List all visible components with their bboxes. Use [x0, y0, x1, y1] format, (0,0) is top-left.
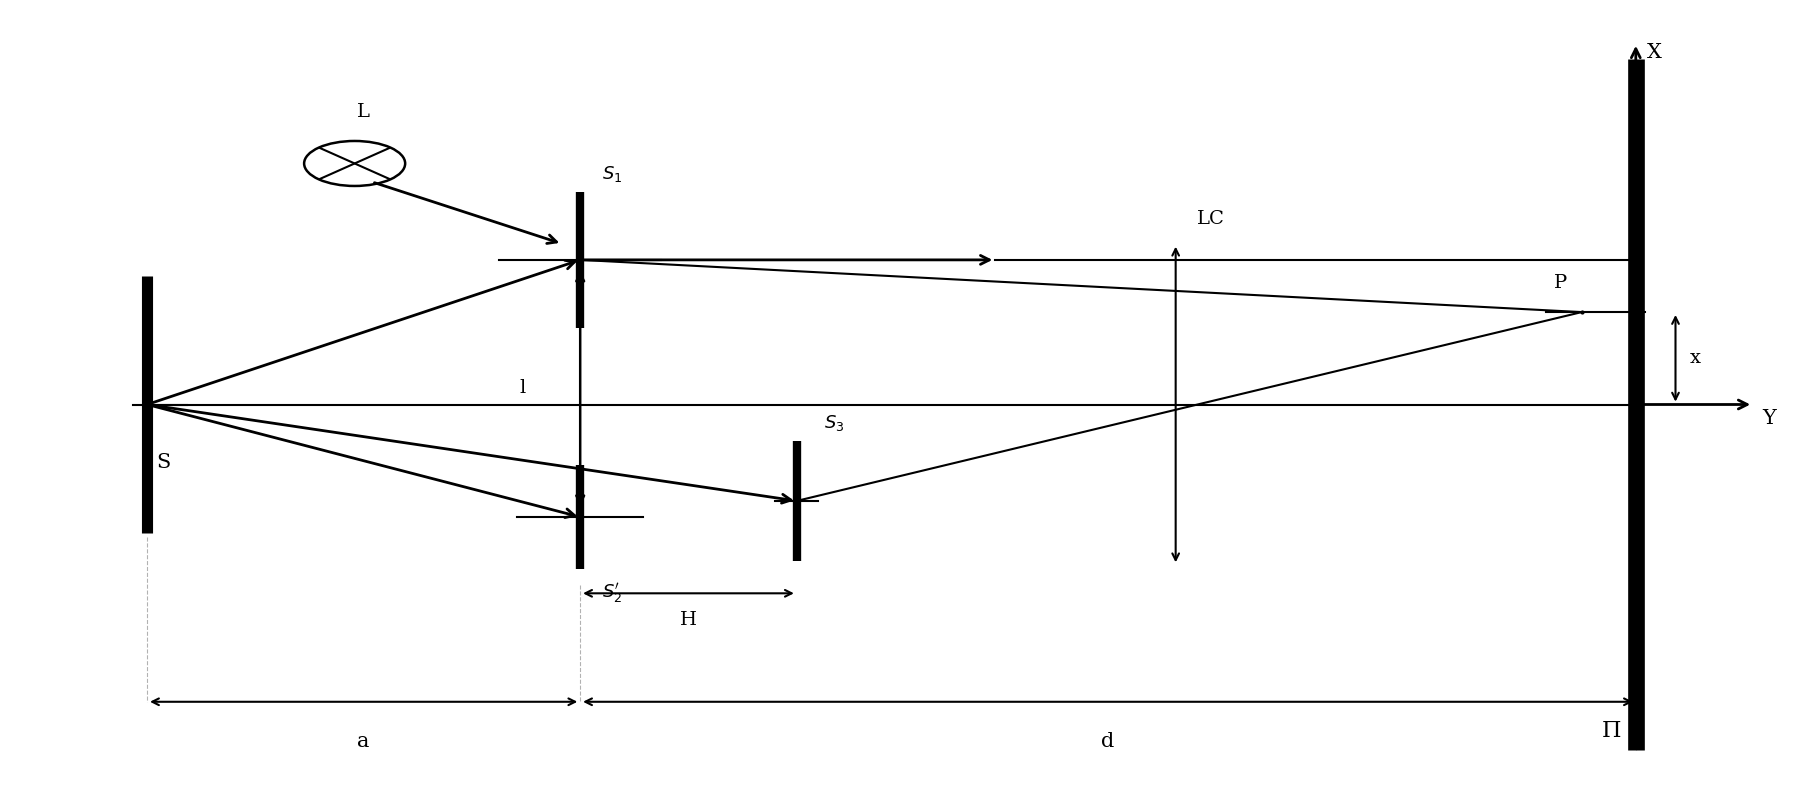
Text: Y: Y [1763, 409, 1776, 427]
Text: Π: Π [1602, 720, 1622, 742]
Text: L: L [357, 103, 371, 121]
Text: S: S [156, 453, 170, 472]
Text: $S_3$: $S_3$ [824, 413, 843, 433]
Text: a: a [358, 732, 369, 752]
Text: $S_2'$: $S_2'$ [603, 581, 623, 605]
Text: $S_1$: $S_1$ [603, 163, 623, 184]
Text: x: x [1691, 349, 1701, 367]
Text: d: d [1100, 732, 1115, 752]
Text: H: H [681, 611, 697, 629]
Text: LC: LC [1198, 210, 1225, 228]
Text: l: l [519, 379, 527, 397]
Text: X: X [1647, 43, 1662, 62]
Text: P: P [1555, 274, 1567, 292]
